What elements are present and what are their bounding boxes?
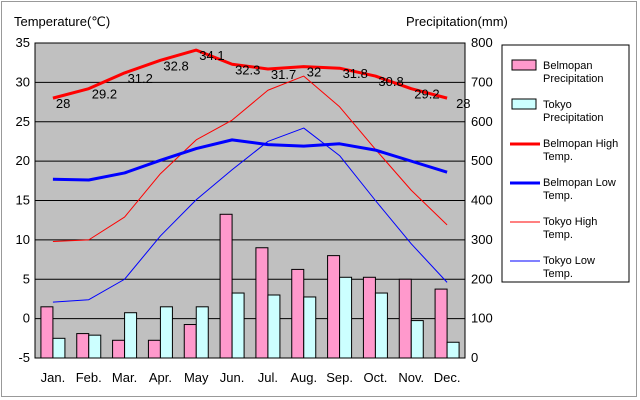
- bar-tokyo-precipitation: [374, 292, 388, 359]
- bar-belmopan-precipitation: [76, 333, 90, 359]
- x-tick-label: Jan.: [41, 370, 66, 385]
- data-label: 28: [456, 96, 470, 111]
- left-tick-label: 30: [16, 74, 30, 89]
- right-tick-label: 600: [471, 114, 493, 129]
- bar-belmopan-precipitation: [112, 339, 126, 359]
- left-tick-label: 5: [23, 271, 30, 286]
- data-label: 31.8: [343, 66, 368, 81]
- legend-label: Temp.: [543, 268, 573, 280]
- data-label: 34.1: [199, 48, 224, 63]
- left-tick-label: 10: [16, 232, 30, 247]
- line-belmopan-high-temp: [52, 48, 448, 100]
- bar-belmopan-precipitation: [255, 247, 269, 359]
- bar-tokyo-precipitation: [446, 341, 460, 359]
- bar-belmopan-precipitation: [40, 306, 54, 359]
- bar-belmopan-precipitation: [327, 255, 341, 359]
- legend-label: Precipitation: [543, 112, 604, 124]
- x-axis-ticks: Jan. Feb. Mar. Apr. May Jun. Jul. Aug. Sep. Oct. N…: [41, 370, 461, 385]
- left-tick-label: -5: [18, 350, 30, 365]
- legend: BelmopanPrecipitationTokyoPrecipitationB…: [501, 44, 630, 283]
- legend-label: Tokyo Low: [543, 255, 595, 267]
- right-tick-label: 800: [471, 35, 493, 50]
- precipitation-bars: [40, 213, 460, 359]
- data-label: 31.7: [271, 67, 296, 82]
- x-tick-label: Mar.: [112, 370, 137, 385]
- bar-tokyo-precipitation: [124, 312, 138, 359]
- right-tick-label: 100: [471, 311, 493, 326]
- right-tick-label: 0: [471, 350, 478, 365]
- x-tick-label: Oct.: [363, 370, 387, 385]
- left-tick-label: 20: [16, 153, 30, 168]
- bar-belmopan-precipitation: [183, 324, 197, 359]
- left-tick-label: 0: [23, 311, 30, 326]
- legend-label: Tokyo: [543, 99, 572, 111]
- bar-belmopan-precipitation: [219, 213, 233, 359]
- data-label: 31.2: [128, 71, 153, 86]
- bar-tokyo-precipitation: [339, 276, 353, 359]
- data-label: 29.2: [92, 87, 117, 102]
- x-tick-label: Apr.: [149, 370, 172, 385]
- data-label: 32.3: [235, 62, 260, 77]
- line-tokyo-high-temp: [52, 75, 448, 242]
- left-tick-label: 15: [16, 193, 30, 208]
- legend-label: Belmopan Low: [543, 177, 616, 189]
- legend-label: Temp.: [543, 229, 573, 241]
- x-tick-label: May: [184, 370, 209, 385]
- bar-tokyo-precipitation: [231, 292, 245, 359]
- data-label: 30.8: [378, 74, 403, 89]
- bar-belmopan-precipitation: [434, 288, 448, 359]
- bar-belmopan-precipitation: [147, 339, 161, 359]
- left-tick-label: 35: [16, 35, 30, 50]
- bar-tokyo-precipitation: [410, 320, 424, 359]
- left-tick-label: 25: [16, 114, 30, 129]
- data-label: 29.2: [414, 87, 439, 102]
- legend-label: Tokyo High: [543, 216, 597, 228]
- legend-label: Belmopan: [543, 60, 593, 72]
- legend-swatch: [511, 59, 537, 71]
- legend-label: Temp.: [543, 151, 573, 163]
- line-tokyo-low-temp: [52, 127, 448, 303]
- bar-tokyo-precipitation: [303, 296, 317, 359]
- x-tick-label: Dec.: [434, 370, 461, 385]
- data-labels: 28 29.2 31.2 32.8 34.1 32.3 31.7 32 31.8 30.8 29.2…: [56, 48, 471, 111]
- x-tick-label: Aug.: [290, 370, 317, 385]
- right-axis-ticks: 0 100 200 300 400 500 600 700 800: [471, 35, 493, 365]
- bar-tokyo-precipitation: [88, 334, 102, 359]
- left-axis-ticks: -5 0 5 10 15 20 25 30 35: [16, 35, 30, 365]
- x-tick-label: Jun.: [220, 370, 245, 385]
- right-tick-label: 300: [471, 232, 493, 247]
- bar-belmopan-precipitation: [398, 278, 412, 359]
- x-tick-label: Feb.: [76, 370, 102, 385]
- bar-tokyo-precipitation: [52, 337, 66, 359]
- legend-label: Belmopan High: [543, 138, 618, 150]
- x-tick-label: Nov.: [398, 370, 424, 385]
- legend-label: Precipitation: [543, 73, 604, 85]
- legend-swatch: [511, 98, 537, 110]
- x-tick-label: Sep.: [326, 370, 353, 385]
- bar-belmopan-precipitation: [362, 276, 376, 359]
- data-label: 32.8: [163, 58, 188, 73]
- bar-tokyo-precipitation: [159, 306, 173, 359]
- line-belmopan-low-temp: [52, 138, 448, 182]
- legend-box: [501, 44, 630, 283]
- bar-tokyo-precipitation: [267, 294, 281, 359]
- temperature-lines: [52, 48, 448, 303]
- left-axis-title: Temperature(℃): [14, 14, 110, 29]
- right-tick-label: 200: [471, 271, 493, 286]
- data-label: 32: [307, 65, 321, 80]
- right-tick-label: 700: [471, 74, 493, 89]
- right-tick-label: 500: [471, 153, 493, 168]
- right-tick-label: 400: [471, 193, 493, 208]
- right-axis-title: Precipitation(mm): [406, 14, 508, 29]
- x-tick-label: Jul.: [258, 370, 278, 385]
- data-label: 28: [56, 96, 70, 111]
- bar-tokyo-precipitation: [195, 306, 209, 359]
- bar-belmopan-precipitation: [291, 268, 305, 359]
- legend-label: Temp.: [543, 190, 573, 202]
